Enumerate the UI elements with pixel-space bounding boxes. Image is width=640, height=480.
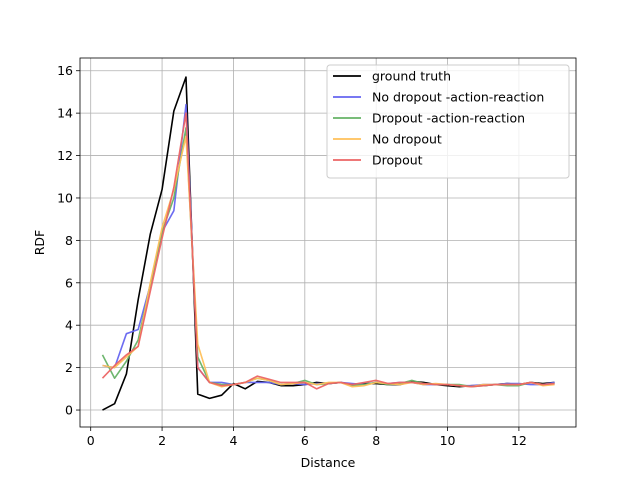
legend-entry-label: No dropout -action-reaction (372, 90, 544, 105)
y-tick-label: 8 (65, 233, 73, 248)
x-tick-label: 6 (301, 433, 309, 448)
legend: ground truth No dropout -action-reaction D… (326, 64, 570, 179)
y-tick-label: 0 (65, 403, 73, 418)
y-tick-label: 10 (57, 190, 73, 205)
x-tick-label: 8 (372, 433, 380, 448)
y-axis-label: RDF (32, 230, 47, 256)
legend-entry-label: No dropout (372, 132, 442, 147)
x-axis-label: Distance (301, 455, 356, 470)
x-tick-label: 10 (440, 433, 456, 448)
plot-frame (79, 57, 577, 428)
series-line-4 (101, 112, 555, 390)
legend-box (326, 64, 570, 179)
series-lines (101, 76, 555, 411)
y-tick-label: 12 (57, 148, 73, 163)
legend-entry-label: ground truth (372, 69, 451, 84)
y-tick-label: 14 (57, 106, 73, 121)
x-tick-label: 12 (511, 433, 527, 448)
axis-ticks: 0 2 4 6 8 10 12 0 2 4 6 8 10 12 14 16 (57, 63, 527, 448)
x-tick-label: 0 (87, 433, 95, 448)
y-tick-label: 4 (65, 318, 73, 333)
x-tick-label: 2 (158, 433, 166, 448)
y-tick-label: 2 (65, 360, 73, 375)
y-tick-label: 6 (65, 275, 73, 290)
legend-entry-label: Dropout -action-reaction (372, 111, 525, 126)
x-tick-label: 4 (229, 433, 237, 448)
legend-entry-label: Dropout (372, 153, 423, 168)
y-tick-label: 16 (57, 63, 73, 78)
